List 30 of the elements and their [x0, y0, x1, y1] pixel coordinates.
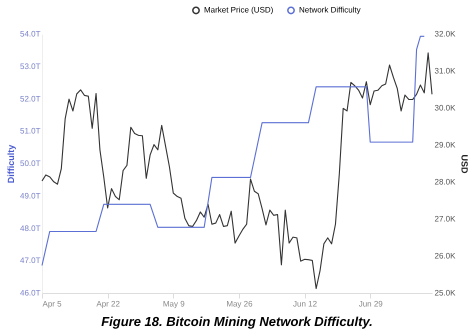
y-tick-label: 47.0T	[20, 256, 41, 266]
y2-tick-label: 25.0K	[434, 288, 456, 298]
line-series	[41, 36, 425, 266]
y-tick-label: 54.0T	[20, 30, 41, 38]
x-tick-label: Apr 22	[96, 300, 120, 308]
y2-tick-label: 28.0K	[434, 178, 456, 186]
y2-tick-label: 27.0K	[434, 214, 456, 224]
y2-tick-label: 29.0K	[434, 140, 456, 150]
x-tick-label: May 9	[162, 300, 186, 308]
x-tick-label: Apr 5	[42, 300, 62, 308]
y-axis-title: Difficulty	[6, 144, 16, 184]
y2-tick-label: 32.0K	[434, 30, 456, 38]
y-tick-label: 46.0T	[20, 288, 41, 298]
line-series	[41, 52, 433, 290]
legend-label: Network Difficulty	[299, 5, 361, 14]
y2-axis-title: USD	[459, 154, 470, 174]
text: Figure 18. Bitcoin Mining Network Difficulty.	[101, 314, 373, 329]
y-tick-label: 50.0T	[20, 159, 41, 168]
x-tick-label: Jun 12	[293, 300, 318, 308]
y-tick-label: 51.0T	[20, 126, 41, 136]
y-tick-label: 48.0T	[20, 224, 41, 233]
y-tick-label: 49.0T	[20, 191, 41, 200]
y2-tick-label: 31.0K	[434, 66, 456, 76]
y-tick-label: 53.0T	[20, 62, 41, 71]
y-tick-label: 52.0T	[20, 94, 41, 104]
y2-tick-label: 26.0K	[434, 252, 456, 260]
x-tick-label: Jun 29	[358, 300, 384, 308]
y2-tick-label: 30.0K	[434, 104, 456, 112]
legend-label: Market Price (USD)	[204, 5, 274, 14]
x-tick-label: May 26	[226, 300, 254, 308]
